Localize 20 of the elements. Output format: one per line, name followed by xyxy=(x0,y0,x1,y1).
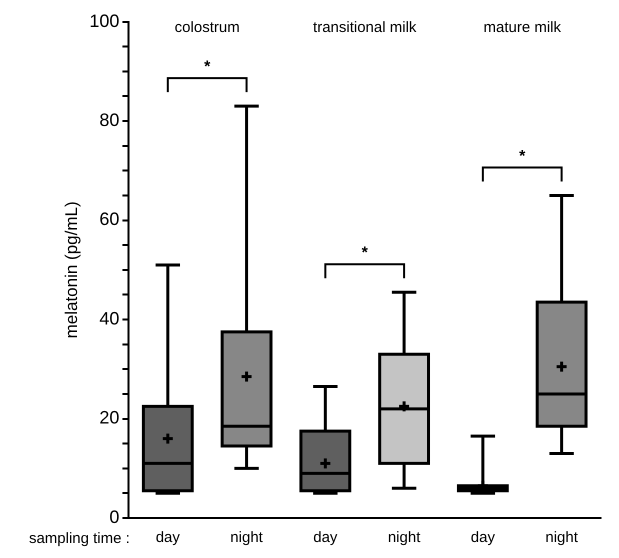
x-tick-label: night xyxy=(388,529,422,546)
annotation: colostrum xyxy=(174,18,240,36)
x-tick-label: night xyxy=(545,529,579,546)
y-tick-label: 40 xyxy=(99,308,120,328)
y-tick-label: 100 xyxy=(89,10,120,31)
x-tick-label: day xyxy=(470,529,496,546)
y-tick-label: 80 xyxy=(99,110,120,130)
annotation: transitional milk xyxy=(313,18,417,36)
y-tick-label: 20 xyxy=(99,408,120,428)
x-tick-label: day xyxy=(313,529,338,546)
annotation: mature milk xyxy=(483,18,562,36)
x-axis-title: sampling time : xyxy=(28,530,130,548)
x-tick-label: day xyxy=(156,529,180,546)
annotation: * xyxy=(204,58,212,76)
y-tick-label: 60 xyxy=(99,209,120,230)
y-tick-label: 0 xyxy=(109,506,120,527)
annotation: * xyxy=(519,148,526,165)
x-tick-label: night xyxy=(230,529,264,546)
annotation: * xyxy=(362,244,369,262)
y-axis-title: melatonin (pg/mL) xyxy=(62,201,81,338)
